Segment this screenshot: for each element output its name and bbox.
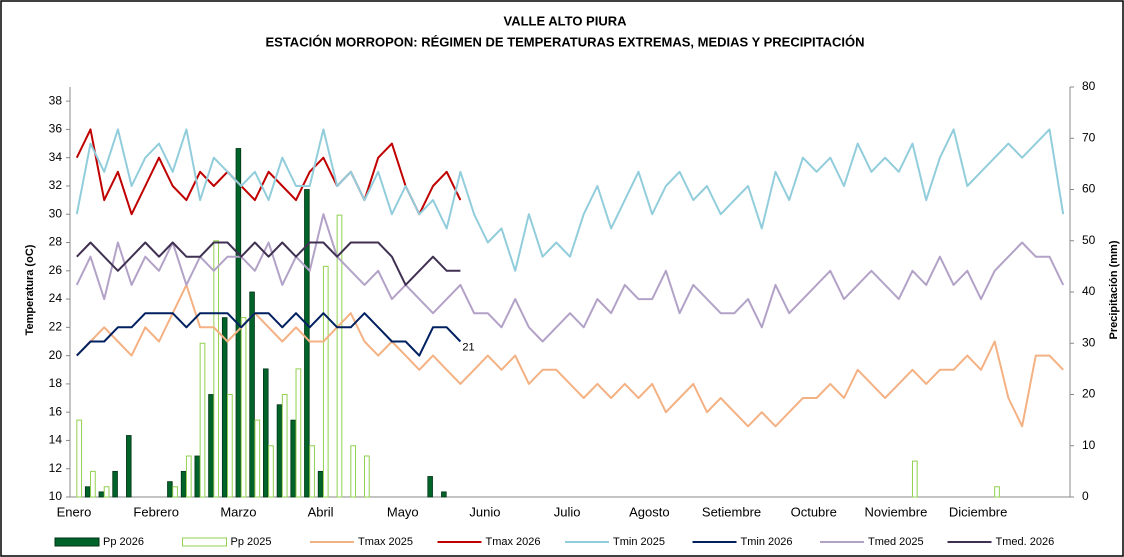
precip-bar (227, 394, 233, 498)
chart-subtitle: ESTACIÓN MORROPON: RÉGIMEN DE TEMPERATUR… (265, 34, 864, 49)
y2-tick-label: 70 (1082, 130, 1096, 144)
precip-bar (84, 486, 91, 498)
temp-line (76, 241, 461, 286)
precip-bar (90, 470, 96, 498)
y2-tick-label: 40 (1082, 284, 1096, 298)
precip-bar (194, 455, 201, 498)
y-tick-label: 12 (49, 461, 63, 475)
precip-bar (295, 368, 302, 498)
precip-bar (268, 445, 274, 498)
y-tick-label: 14 (49, 433, 63, 447)
legend-swatch (182, 537, 227, 547)
y2-tick-label: 50 (1082, 233, 1096, 247)
precip-bar (208, 394, 214, 498)
y2-tick-label: 30 (1082, 335, 1096, 349)
precip-bar (199, 342, 206, 498)
x-tick-label: Marzo (220, 504, 256, 519)
y-tick-label: 26 (49, 263, 63, 277)
y-tick-label: 36 (49, 122, 63, 136)
y-tick-label: 24 (49, 291, 63, 305)
precip-bar (994, 486, 1000, 498)
precip-bar (336, 214, 343, 498)
precip-bar (304, 189, 310, 498)
x-tick-label: Julio (554, 504, 581, 519)
precip-bar (364, 455, 370, 498)
y-tick-label: 34 (49, 150, 63, 164)
x-tick-label: Diciembre (949, 504, 1008, 519)
precip-bar (213, 240, 220, 498)
y2-tick-label: 60 (1082, 182, 1096, 196)
y-tick-label: 38 (49, 93, 63, 107)
y-axis-label: Temperatura (oC) (24, 244, 36, 335)
y-tick-label: 30 (49, 206, 63, 220)
x-tick-label: Mayo (387, 504, 419, 519)
legend-label: Tmin 2026 (741, 536, 793, 548)
precip-bar (290, 419, 296, 498)
precip-bar (98, 491, 105, 498)
legend-label: Pp 2025 (231, 536, 272, 548)
y2-tick-label: 10 (1082, 438, 1096, 452)
y2-tick-label: 20 (1082, 387, 1096, 401)
legend-swatch (54, 537, 100, 547)
temp-line (75, 128, 1065, 272)
precip-bar (911, 460, 918, 498)
value-label: 21 (462, 341, 474, 353)
precip-bar (185, 455, 192, 498)
temp-line (75, 128, 462, 216)
precip-bar (441, 491, 447, 498)
precip-bar (167, 481, 173, 498)
temp-line (76, 312, 462, 357)
precip-bar (309, 445, 315, 498)
x-tick-label: Octubre (791, 504, 837, 519)
x-tick-label: Junio (469, 504, 500, 519)
precip-bar (172, 486, 178, 498)
precip-bar (281, 394, 288, 498)
x-tick-label: Agosto (629, 504, 669, 519)
precip-bar (350, 445, 357, 498)
x-tick-label: Febrero (133, 504, 179, 519)
y-tick-label: 16 (49, 404, 63, 418)
precip-bar (249, 291, 255, 498)
legend-label: Tmed 2025 (868, 536, 924, 548)
precip-bar (180, 470, 187, 498)
legend-label: Tmin 2025 (613, 536, 665, 548)
precip-bar (276, 404, 283, 498)
precip-bar (221, 317, 228, 498)
y-tick-label: 20 (49, 348, 63, 362)
x-tick-label: Noviembre (864, 504, 927, 519)
legend-label: Tmax 2026 (486, 536, 541, 548)
precip-bar (322, 265, 329, 498)
legend-label: Tmed. 2026 (996, 536, 1055, 548)
precip-bar (427, 476, 433, 498)
chart-title: VALLE ALTO PIURA (503, 13, 627, 28)
precip-bar (103, 486, 110, 498)
legend-label: Tmax 2025 (358, 536, 413, 548)
y2-axis-label: Precipitación (mm) (1108, 240, 1120, 339)
precip-bar (263, 368, 269, 498)
precip-bar (240, 317, 247, 498)
legend-label: Pp 2026 (103, 536, 144, 548)
precip-bar (126, 435, 132, 498)
y-tick-label: 18 (49, 376, 63, 390)
x-tick-label: Enero (57, 504, 92, 519)
y2-tick-label: 80 (1082, 79, 1096, 93)
y-tick-label: 22 (49, 320, 63, 334)
precip-bar (317, 470, 324, 498)
precip-bar (76, 419, 83, 498)
precip-bar (254, 419, 261, 498)
precip-bar (112, 470, 118, 498)
x-tick-label: Abril (308, 504, 334, 519)
y-tick-label: 10 (49, 489, 63, 503)
y-tick-label: 32 (49, 178, 63, 192)
y2-tick-label: 0 (1082, 489, 1089, 503)
y-tick-label: 28 (49, 235, 63, 249)
x-tick-label: Setiembre (702, 504, 761, 519)
